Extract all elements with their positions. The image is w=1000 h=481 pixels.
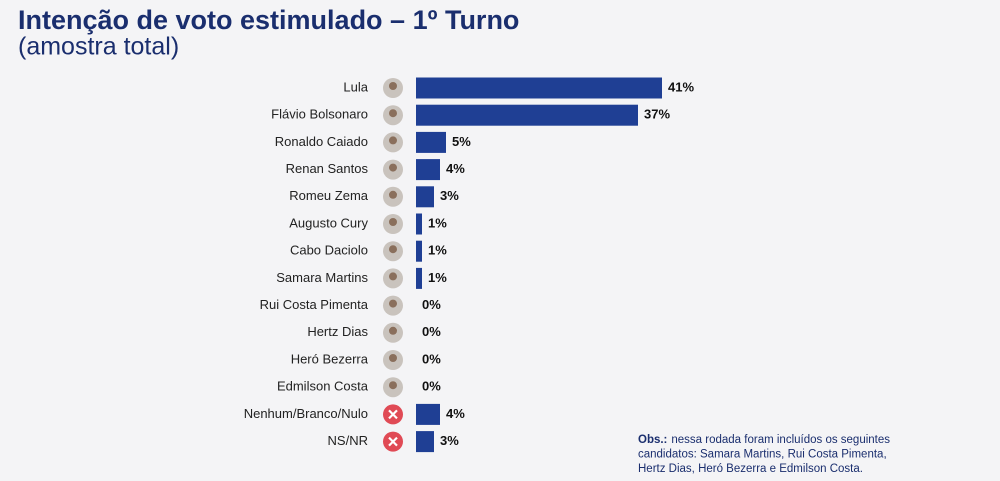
category-label: Augusto Cury [289, 215, 368, 230]
category-label: Cabo Daciolo [290, 243, 368, 258]
bar [416, 213, 422, 235]
avatar-head [389, 218, 397, 226]
bar [416, 403, 440, 425]
avatar-head [389, 272, 397, 281]
value-label: 0% [422, 379, 441, 394]
category-label: Rui Costa Pimenta [260, 297, 369, 312]
category-label: Renan Santos [286, 161, 369, 176]
category-label: Hertz Dias [307, 324, 368, 339]
bar [416, 104, 638, 126]
value-label: 0% [422, 351, 441, 366]
value-label: 4% [446, 161, 465, 176]
avatar-head [389, 299, 397, 308]
bar [416, 186, 434, 208]
bar [416, 267, 422, 289]
bar [416, 77, 662, 99]
avatar-x [388, 436, 398, 447]
category-label: Heró Bezerra [291, 351, 369, 366]
value-label: 0% [422, 324, 441, 339]
value-label: 41% [668, 79, 694, 94]
value-label: 37% [644, 107, 670, 122]
chart-title: Intenção de voto estimulado – 1º Turno [18, 5, 519, 35]
category-label: Samara Martins [276, 270, 368, 285]
value-label: 3% [440, 433, 459, 448]
category-label: Edmilson Costa [277, 379, 369, 394]
avatar-head [389, 136, 397, 145]
value-label: 4% [446, 406, 465, 421]
category-label: Flávio Bolsonaro [271, 107, 368, 122]
bar [416, 131, 446, 153]
category-label: Nenhum/Branco/Nulo [244, 406, 368, 421]
note-text: nessa rodada foram incluídos os seguinte… [671, 434, 890, 446]
bar [416, 431, 434, 453]
note-text: Hertz Dias, Heró Bezerra e Edmilson Cost… [638, 463, 863, 475]
note-label: Obs.: [638, 434, 667, 446]
avatar-head [389, 354, 397, 362]
bar [416, 159, 440, 181]
avatar-head [389, 326, 397, 335]
category-label: Ronaldo Caiado [275, 134, 368, 149]
value-label: 1% [428, 270, 447, 285]
chart-subtitle: (amostra total) [18, 33, 179, 61]
note-text: candidatos: Samara Martins, Rui Costa Pi… [638, 449, 887, 461]
category-label: Lula [343, 79, 368, 94]
value-label: 0% [422, 297, 441, 312]
value-label: 1% [428, 243, 447, 258]
avatar-head [389, 381, 397, 390]
category-label: Romeu Zema [289, 188, 369, 203]
avatar-head [389, 190, 397, 199]
value-label: 1% [428, 215, 447, 230]
value-label: 5% [452, 134, 471, 149]
value-label: 3% [440, 188, 459, 203]
avatar-head [389, 245, 397, 254]
avatar-x [388, 409, 398, 420]
bar [416, 240, 422, 262]
category-label: NS/NR [328, 433, 368, 448]
avatar-head [389, 163, 397, 172]
avatar-head [389, 82, 397, 90]
avatar-head [389, 109, 397, 118]
